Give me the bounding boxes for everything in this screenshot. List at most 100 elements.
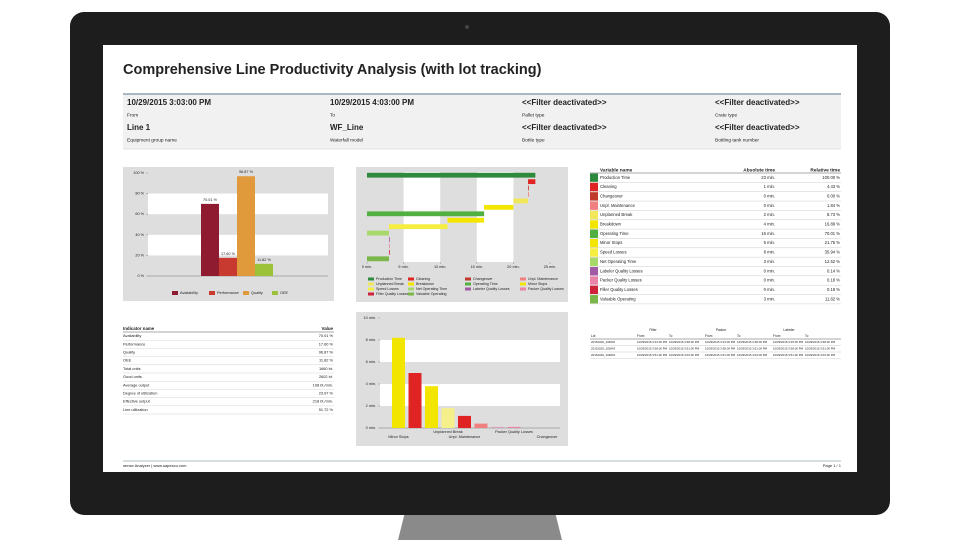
bar — [392, 337, 405, 428]
cell: 10/29/2015 3:24:00 PM — [705, 340, 736, 344]
value-label: 11.82 % — [257, 258, 271, 262]
x-tick-label: 15 min. — [471, 265, 483, 269]
waterfall-panel — [356, 167, 568, 302]
bar — [201, 203, 219, 276]
row-swatch — [590, 248, 598, 257]
kpi-panel — [123, 167, 334, 301]
cell: OEE — [123, 358, 132, 363]
grid-band — [380, 340, 560, 362]
cell: 10/29/2015 3:25:00 PM — [773, 340, 804, 344]
column-header: To — [805, 334, 809, 338]
cell: 4 min. — [764, 222, 775, 227]
column-header: Relative time — [810, 167, 840, 173]
cell: 23.97 % — [319, 391, 334, 396]
y-tick-label: 60 % — [135, 212, 144, 216]
legend-label: OEE — [280, 291, 288, 295]
cell: 5 min. — [764, 240, 775, 245]
field-value: <<Filter deactivated>> — [715, 98, 800, 107]
legend-swatch — [172, 291, 178, 295]
legend-label: Net Operating Time — [416, 287, 447, 291]
legend-swatch — [465, 277, 471, 281]
y-tick-label: 10 min. — [364, 316, 376, 320]
legend-label: Speed Losses — [376, 287, 399, 291]
legend-label: Breakdown — [416, 282, 434, 286]
legend-swatch — [209, 291, 215, 295]
cell: 2602 bt. — [319, 374, 333, 379]
cell: Good units — [123, 374, 142, 379]
cell: 10/29/2015 3:38:00 PM — [805, 340, 836, 344]
field-label: Bottling tank number — [715, 137, 759, 143]
x-tick-label: 5 min. — [398, 265, 408, 269]
cell: 96.87 % — [319, 350, 334, 355]
row-swatch — [590, 257, 598, 266]
grid-band — [403, 172, 441, 262]
waterfall-bar — [367, 172, 536, 178]
cell: Performance — [123, 341, 145, 346]
cell: 3 min. — [764, 259, 775, 264]
y-tick-label: 2 min. — [366, 404, 376, 408]
cell: 11.82 % — [825, 296, 840, 301]
row-swatch — [590, 192, 598, 201]
cell: 10/29/2015 4:03:00 PM — [737, 353, 768, 357]
cell: Minor Stops — [600, 240, 622, 245]
field-label: Equipment group name — [127, 137, 177, 143]
cell: 12.52 % — [825, 259, 841, 264]
bar — [458, 415, 471, 428]
y-tick-label: 80 % — [135, 192, 144, 196]
cell: 10/29/2015 3:38:00 PM — [773, 347, 804, 351]
legend-swatch — [520, 277, 526, 281]
cell: 10/29/2015 4:03:00 PM — [669, 353, 700, 357]
x-tick-label: Packer Quality Losses — [495, 430, 533, 434]
legend-swatch — [520, 282, 526, 286]
bar — [408, 373, 422, 428]
row-swatch — [590, 201, 598, 210]
cell: 0 min. — [764, 268, 775, 273]
bar — [219, 257, 237, 276]
cell: Operating Time — [600, 231, 629, 236]
cell: Speed Losses — [600, 250, 627, 255]
column-header: Lot — [591, 334, 596, 338]
cell: 0 min. — [764, 203, 775, 208]
waterfall-bar — [388, 243, 390, 249]
waterfall-bar — [528, 192, 529, 197]
cell: 70.01 % — [319, 333, 334, 338]
legend-label: Quality — [251, 291, 263, 295]
header-band — [123, 94, 841, 149]
waterfall-bar — [388, 249, 390, 255]
field-label: Bottle type — [522, 137, 545, 143]
cell: 20151029_102844 — [591, 353, 616, 357]
x-tick-label: 25 min. — [544, 265, 556, 269]
cell: 23 min. — [761, 175, 775, 180]
cell: Unplanned Break — [600, 212, 633, 217]
y-tick-label: 4 min. — [366, 382, 376, 386]
y-tick-label: 0 min. — [366, 426, 376, 430]
legend-swatch — [368, 277, 374, 281]
waterfall-bar — [528, 185, 529, 191]
cell: Packer Quality Losses — [600, 278, 642, 283]
cell: 100.00 % — [822, 175, 840, 180]
waterfall-bar — [367, 256, 389, 262]
cell: Breakdown — [600, 222, 622, 227]
row-swatch — [590, 229, 598, 238]
cell: 16.89 % — [825, 222, 841, 227]
legend-swatch — [408, 287, 414, 291]
grid-band — [380, 384, 560, 406]
waterfall-bar — [528, 179, 536, 185]
legend-swatch — [368, 282, 374, 286]
cell: 10/29/2015 3:24:00 PM — [637, 340, 668, 344]
footer-right: Page 1 / 1 — [823, 463, 842, 468]
waterfall-bar — [513, 198, 529, 204]
cell: 8 min. — [764, 250, 775, 255]
legend-swatch — [368, 287, 374, 291]
cell: 1660 bt. — [319, 366, 333, 371]
cell: Total units — [123, 366, 141, 371]
column-header: From — [637, 334, 645, 338]
column-header: From — [705, 334, 713, 338]
legend-label: Minor Stops — [528, 282, 547, 286]
cell: Net Operating Time — [600, 259, 637, 264]
legend-swatch — [408, 282, 414, 286]
legend-swatch — [408, 292, 414, 296]
legend-label: Filler Quality Losses — [376, 292, 409, 296]
row-swatch — [590, 276, 598, 285]
footer-left: sense Analyzer | www.sapesco.com — [123, 463, 187, 468]
